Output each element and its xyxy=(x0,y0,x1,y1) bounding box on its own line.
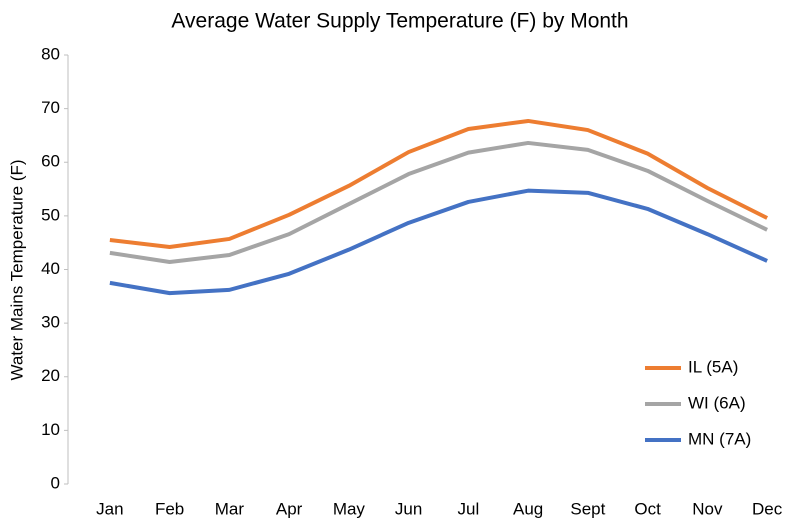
y-tick-label: 70 xyxy=(41,98,60,117)
chart-title: Average Water Supply Temperature (F) by … xyxy=(171,10,628,33)
y-tick-label: 10 xyxy=(41,420,60,439)
y-axis-title: Water Mains Temperature (F) xyxy=(7,159,26,380)
y-tick-label: 50 xyxy=(41,205,60,224)
x-tick-label: Feb xyxy=(155,499,184,518)
series-line xyxy=(109,140,768,264)
x-tick-label: Nov xyxy=(692,499,723,518)
legend-label: WI (6A) xyxy=(688,393,746,412)
x-tick-label: Sept xyxy=(570,499,605,518)
y-tick-label: 30 xyxy=(41,313,60,332)
series-line xyxy=(109,188,768,296)
x-tick-label: Jun xyxy=(395,499,422,518)
x-tick-label: Dec xyxy=(752,499,783,518)
x-tick-label: Aug xyxy=(513,499,543,518)
y-tick-label: 60 xyxy=(41,152,60,171)
x-tick-label: May xyxy=(333,499,366,518)
legend-label: MN (7A) xyxy=(688,429,751,448)
y-tick-label: 80 xyxy=(41,44,60,63)
series-line xyxy=(109,118,769,249)
y-tick-label: 40 xyxy=(41,259,60,278)
x-tick-label: Oct xyxy=(634,499,661,518)
x-tick-label: Jan xyxy=(96,499,123,518)
y-tick-label: 20 xyxy=(41,366,60,385)
x-tick-label: Jul xyxy=(458,499,480,518)
y-tick-label: 0 xyxy=(51,473,60,492)
x-tick-label: Apr xyxy=(276,499,303,518)
x-tick-label: Mar xyxy=(215,499,245,518)
legend-label: IL (5A) xyxy=(688,357,738,376)
